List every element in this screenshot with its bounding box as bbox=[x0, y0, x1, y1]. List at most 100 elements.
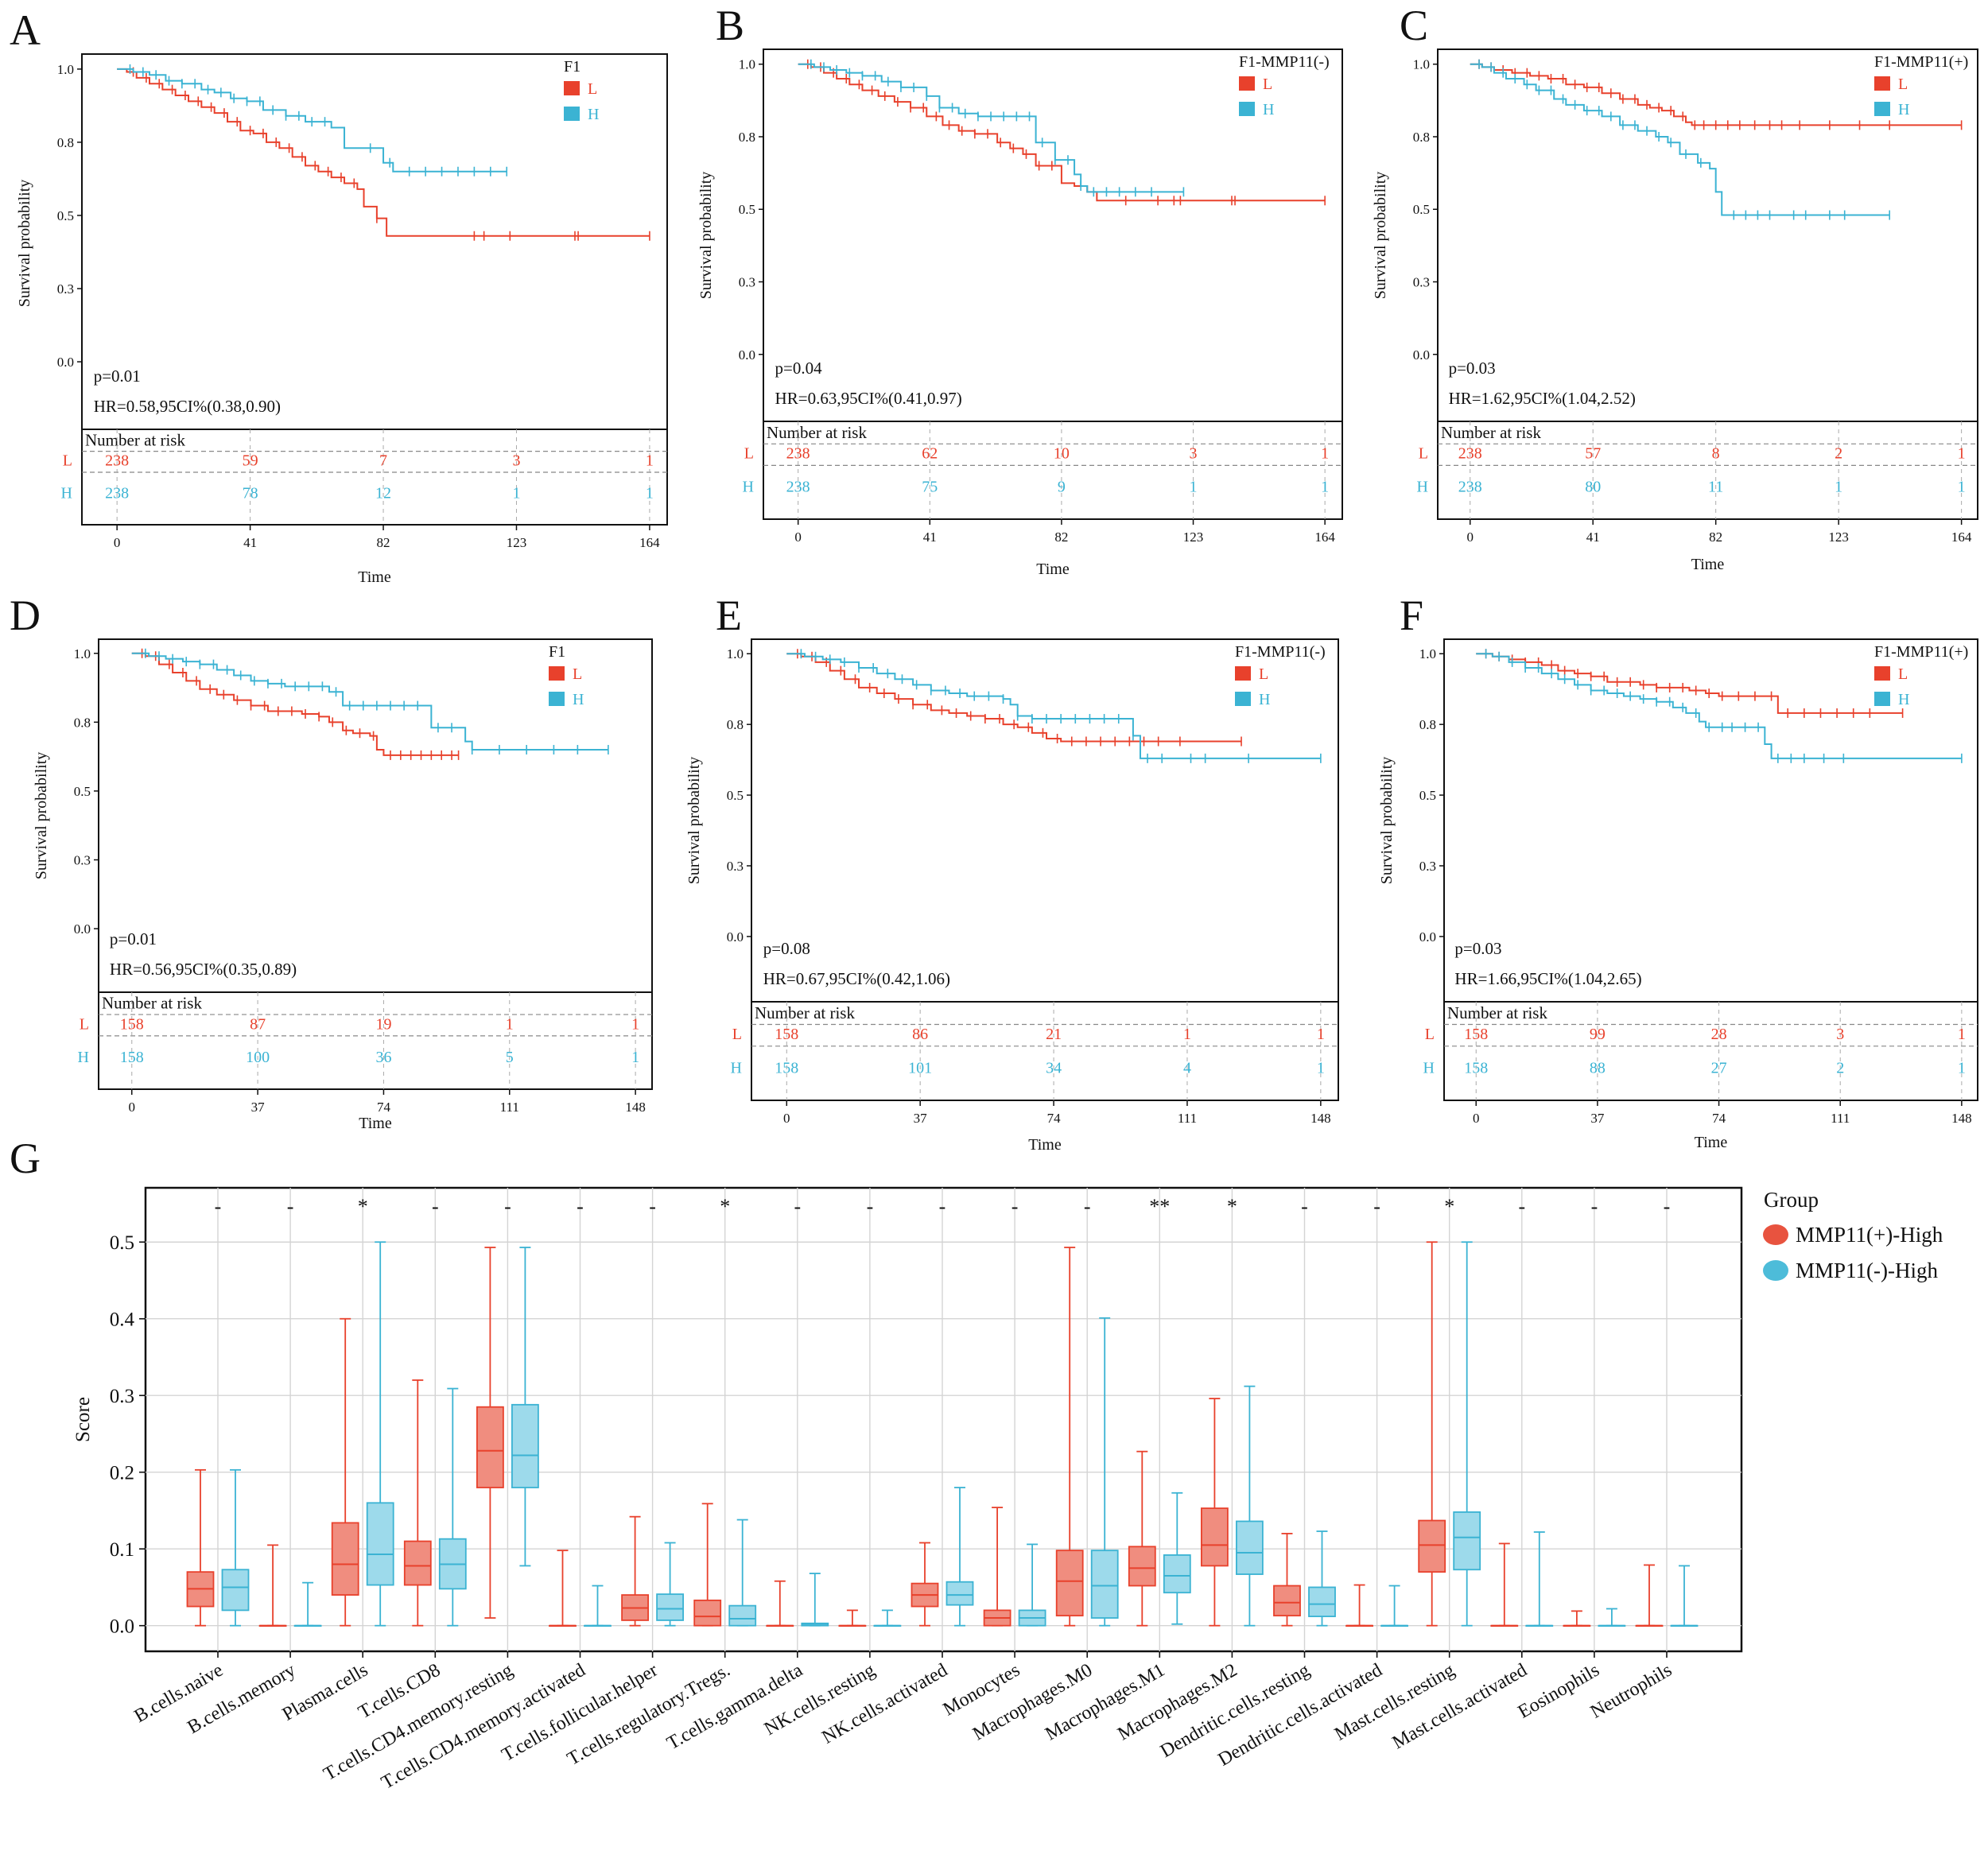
risk-count-H: 78 bbox=[243, 484, 258, 502]
box-mmp11-pos bbox=[1273, 1585, 1301, 1617]
risk-count-L: 158 bbox=[120, 1015, 144, 1033]
y-tick-label: 0.3 bbox=[110, 1386, 134, 1407]
hazard-ratio: HR=0.58,95CI%(0.38,0.90) bbox=[94, 397, 281, 416]
risk-count-L: 1 bbox=[631, 1015, 639, 1033]
x-axis-title: Time bbox=[1036, 561, 1070, 578]
panel-letter: F bbox=[1400, 592, 1423, 639]
legend-title: F1 bbox=[549, 643, 565, 661]
km-panel-F: F Survival probability 0.0 0.3 0.5 0.8 1.0 p=0.… bbox=[1378, 592, 1978, 1151]
box-mmp11-pos bbox=[1418, 1519, 1446, 1573]
risk-count-L: 1 bbox=[1183, 1026, 1191, 1043]
significance-marker: - bbox=[1301, 1195, 1308, 1218]
risk-count-L: 238 bbox=[105, 452, 129, 470]
risk-row-label-L: L bbox=[1425, 1026, 1435, 1043]
y-tick-label: 0.5 bbox=[1413, 202, 1430, 217]
risk-count-L: 3 bbox=[1836, 1026, 1844, 1043]
risk-count-H: 5 bbox=[506, 1049, 514, 1066]
significance-marker: * bbox=[1444, 1195, 1454, 1218]
hazard-ratio: HR=0.63,95CI%(0.41,0.97) bbox=[775, 389, 962, 408]
risk-count-L: 1 bbox=[646, 452, 654, 470]
risk-row-label-H: H bbox=[78, 1049, 89, 1066]
risk-count-H: 101 bbox=[908, 1059, 932, 1076]
x-axis-title: Time bbox=[1691, 556, 1725, 573]
y-tick-label: 0.8 bbox=[1413, 130, 1430, 145]
x-tick-label: 123 bbox=[1183, 530, 1204, 545]
risk-count-L: 238 bbox=[786, 445, 810, 463]
x-axis-title: Time bbox=[358, 568, 391, 586]
significance-marker: - bbox=[287, 1195, 294, 1218]
y-tick-label: 0.5 bbox=[1419, 788, 1436, 803]
risk-count-L: 7 bbox=[379, 452, 387, 470]
km-panel-C: C Survival probability 0.0 0.3 0.5 0.8 1.0 p=0.… bbox=[1372, 2, 1978, 573]
risk-count-H: 12 bbox=[375, 484, 391, 502]
risk-count-L: 99 bbox=[1590, 1026, 1606, 1043]
risk-count-L: 238 bbox=[1458, 445, 1482, 463]
legend-swatch-L bbox=[1235, 666, 1251, 681]
risk-table-frame bbox=[751, 1001, 1339, 1101]
significance-marker: - bbox=[577, 1195, 584, 1218]
risk-count-L: 86 bbox=[912, 1026, 928, 1043]
legend-label-L: L bbox=[573, 665, 582, 683]
significance-marker: - bbox=[794, 1195, 801, 1218]
x-tick-label: 148 bbox=[1310, 1111, 1331, 1126]
km-panel-B: B Survival probability 0.0 0.3 0.5 0.8 1.0 p=0.… bbox=[697, 2, 1343, 578]
legend-swatch-L bbox=[549, 666, 565, 681]
p-value: p=0.08 bbox=[763, 939, 810, 958]
y-tick-label: 0.0 bbox=[110, 1616, 134, 1638]
box-mmp11-neg bbox=[1090, 1550, 1119, 1619]
x-tick-label: 82 bbox=[377, 535, 390, 550]
risk-count-H: 1 bbox=[1958, 1059, 1966, 1076]
x-tick-label: 0 bbox=[129, 1100, 136, 1115]
legend-swatch bbox=[1763, 1224, 1788, 1245]
y-tick-label: 0.3 bbox=[1419, 859, 1436, 874]
legend-label-L: L bbox=[588, 80, 597, 98]
box-mmp11-pos bbox=[1055, 1550, 1084, 1617]
significance-marker: - bbox=[215, 1195, 222, 1218]
risk-row-label-H: H bbox=[61, 484, 72, 502]
x-tick-label: 37 bbox=[1590, 1111, 1605, 1126]
risk-table-frame bbox=[1437, 421, 1978, 520]
y-axis-title: Score bbox=[72, 1397, 94, 1442]
risk-count-L: 87 bbox=[250, 1015, 266, 1033]
significance-marker: * bbox=[720, 1195, 730, 1218]
plot-frame bbox=[763, 48, 1343, 422]
y-tick-label: 0.5 bbox=[57, 208, 74, 223]
significance-marker: ** bbox=[1149, 1195, 1170, 1218]
legend-label-L: L bbox=[1898, 665, 1908, 683]
legend-label-L: L bbox=[1898, 76, 1908, 93]
y-axis-title: Survival probability bbox=[16, 180, 33, 308]
legend-swatch-H bbox=[564, 107, 580, 121]
risk-count-H: 238 bbox=[1458, 479, 1482, 496]
risk-count-H: 1 bbox=[512, 484, 520, 502]
y-tick-label: 1.0 bbox=[727, 646, 744, 661]
risk-count-H: 80 bbox=[1585, 479, 1601, 496]
box-mmp11-neg bbox=[1236, 1520, 1264, 1575]
risk-count-H: 36 bbox=[375, 1049, 391, 1066]
legend-swatch-H bbox=[1874, 692, 1890, 706]
survival-curve-H bbox=[1470, 63, 1890, 216]
hazard-ratio: HR=0.67,95CI%(0.42,1.06) bbox=[763, 969, 950, 988]
hazard-ratio: HR=1.66,95CI%(1.04,2.65) bbox=[1454, 969, 1641, 988]
legend-swatch-L bbox=[1239, 76, 1255, 91]
survival-curve-L bbox=[798, 63, 1326, 202]
risk-count-L: 158 bbox=[1464, 1026, 1488, 1043]
box-mmp11-neg bbox=[511, 1403, 539, 1488]
survival-curve-L bbox=[131, 652, 459, 756]
risk-count-L: 1 bbox=[1958, 1026, 1966, 1043]
y-tick-label: 0.8 bbox=[57, 135, 74, 150]
box-mmp11-pos bbox=[331, 1522, 359, 1596]
x-axis-title: Time bbox=[359, 1115, 392, 1132]
km-panel-D: D Survival probability 0.0 0.3 0.5 0.8 1.0 p=0.… bbox=[10, 592, 653, 1132]
x-tick-label: 0 bbox=[114, 535, 121, 550]
survival-curve-H bbox=[131, 652, 608, 751]
box-mmp11-neg bbox=[1163, 1554, 1191, 1594]
risk-count-H: 75 bbox=[922, 479, 938, 496]
risk-count-H: 238 bbox=[786, 479, 810, 496]
panel-letter: G bbox=[10, 1135, 41, 1182]
legend-label-H: H bbox=[1898, 101, 1909, 118]
x-tick-label: 41 bbox=[1586, 530, 1600, 545]
risk-row-label-L: L bbox=[63, 452, 72, 470]
legend-label-H: H bbox=[1898, 691, 1909, 708]
risk-row-label-H: H bbox=[743, 479, 754, 496]
